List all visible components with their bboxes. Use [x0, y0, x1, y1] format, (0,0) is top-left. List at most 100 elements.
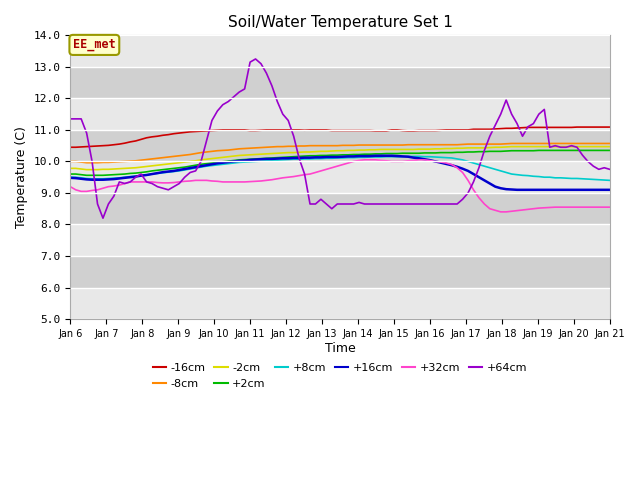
+8cm	[606, 178, 614, 183]
Bar	[70, 225, 610, 256]
+8cm	[192, 165, 200, 171]
-16cm	[67, 144, 74, 150]
+2cm	[606, 147, 614, 153]
+32cm	[192, 178, 200, 183]
-2cm	[573, 144, 581, 149]
+2cm	[535, 147, 543, 153]
Line: -16cm: -16cm	[70, 127, 610, 147]
-2cm	[175, 160, 183, 166]
+64cm	[67, 116, 74, 122]
+16cm	[344, 154, 352, 159]
-2cm	[197, 157, 205, 163]
-2cm	[67, 166, 74, 171]
+2cm	[67, 171, 74, 177]
+32cm	[170, 180, 178, 185]
Bar	[70, 288, 610, 319]
-2cm	[394, 146, 401, 152]
+8cm	[404, 154, 412, 159]
+16cm	[372, 153, 380, 159]
+32cm	[344, 160, 352, 166]
-2cm	[606, 144, 614, 149]
Legend: -16cm, -8cm, -2cm, +2cm, +8cm, +16cm, +32cm, +64cm: -16cm, -8cm, -2cm, +2cm, +8cm, +16cm, +3…	[148, 359, 532, 393]
+64cm	[99, 216, 107, 221]
Line: +64cm: +64cm	[70, 59, 610, 218]
+16cm	[192, 164, 200, 170]
-16cm	[584, 124, 592, 130]
X-axis label: Time: Time	[324, 342, 355, 355]
+32cm	[573, 204, 581, 210]
-8cm	[67, 158, 74, 164]
+64cm	[175, 180, 183, 186]
+8cm	[584, 176, 592, 182]
Line: +32cm: +32cm	[70, 160, 610, 212]
-16cm	[388, 127, 396, 133]
Bar	[70, 193, 610, 225]
+64cm	[606, 167, 614, 172]
Text: EE_met: EE_met	[73, 38, 116, 51]
-8cm	[197, 150, 205, 156]
-16cm	[344, 128, 352, 133]
+2cm	[83, 172, 90, 178]
+64cm	[589, 163, 597, 169]
-16cm	[170, 131, 178, 137]
+32cm	[361, 157, 369, 163]
Bar	[70, 256, 610, 288]
Bar	[70, 161, 610, 193]
+32cm	[394, 158, 401, 164]
Line: +8cm: +8cm	[70, 156, 610, 180]
Line: +2cm: +2cm	[70, 150, 610, 175]
+8cm	[388, 154, 396, 159]
-16cm	[606, 124, 614, 130]
-2cm	[350, 147, 358, 153]
+8cm	[344, 155, 352, 160]
-8cm	[508, 141, 515, 146]
-16cm	[192, 129, 200, 134]
+32cm	[606, 204, 614, 210]
+64cm	[355, 200, 363, 205]
-8cm	[394, 142, 401, 148]
-8cm	[350, 143, 358, 148]
Y-axis label: Temperature (C): Temperature (C)	[15, 126, 28, 228]
Bar	[70, 67, 610, 98]
+16cm	[606, 187, 614, 192]
+32cm	[67, 184, 74, 190]
+16cm	[589, 187, 597, 192]
+2cm	[197, 161, 205, 167]
Line: -8cm: -8cm	[70, 144, 610, 163]
+2cm	[350, 152, 358, 157]
+64cm	[399, 201, 406, 207]
Bar	[70, 36, 610, 67]
+16cm	[394, 153, 401, 159]
-8cm	[83, 160, 90, 166]
-8cm	[573, 141, 581, 146]
-2cm	[589, 144, 597, 149]
-8cm	[589, 141, 597, 146]
+2cm	[589, 147, 597, 153]
+16cm	[67, 175, 74, 180]
+2cm	[573, 147, 581, 153]
+16cm	[170, 168, 178, 174]
Line: -2cm: -2cm	[70, 146, 610, 169]
+64cm	[252, 56, 259, 62]
+8cm	[568, 176, 575, 181]
-2cm	[83, 167, 90, 172]
-16cm	[563, 124, 570, 130]
Line: +16cm: +16cm	[70, 156, 610, 190]
-2cm	[508, 144, 515, 149]
Bar	[70, 98, 610, 130]
+64cm	[573, 144, 581, 150]
Title: Soil/Water Temperature Set 1: Soil/Water Temperature Set 1	[228, 15, 452, 30]
-8cm	[606, 141, 614, 146]
+32cm	[497, 209, 504, 215]
-8cm	[175, 153, 183, 159]
+32cm	[589, 204, 597, 210]
+8cm	[67, 174, 74, 180]
+2cm	[394, 151, 401, 156]
+2cm	[175, 165, 183, 170]
+16cm	[513, 187, 521, 192]
+8cm	[170, 168, 178, 174]
+16cm	[573, 187, 581, 192]
Bar	[70, 130, 610, 161]
+64cm	[197, 158, 205, 164]
-16cm	[573, 124, 581, 130]
